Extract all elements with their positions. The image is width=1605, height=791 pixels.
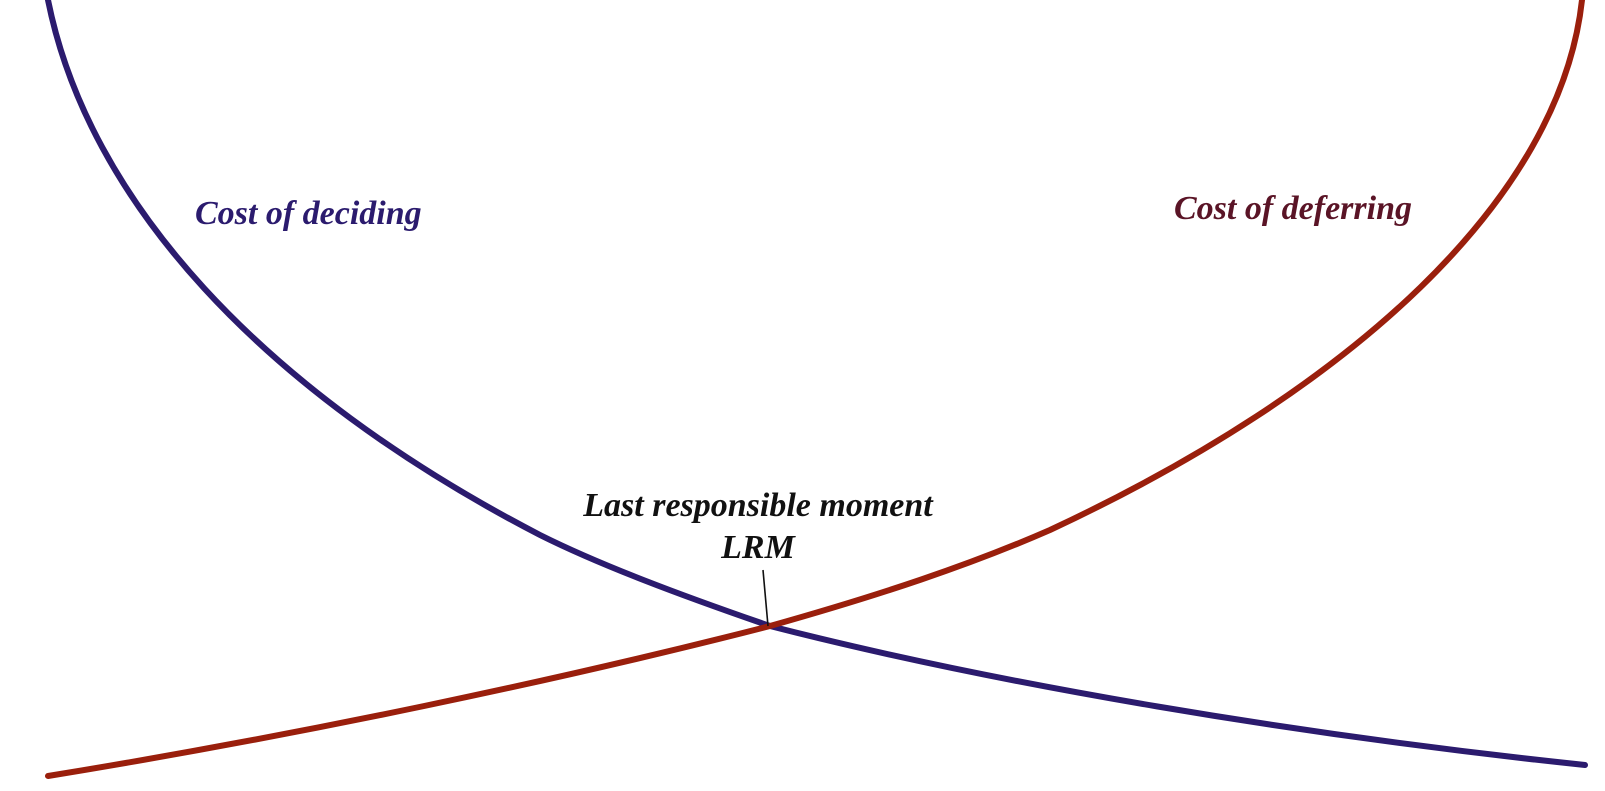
lrm-title: Last responsible moment	[582, 487, 934, 524]
cost-of-deferring-curve	[45, 0, 1585, 779]
cost-of-deciding-curve	[45, 0, 1588, 768]
lrm-pointer-line	[762, 569, 769, 627]
lrm-abbreviation: LRM	[720, 529, 796, 566]
cost-of-deciding-label: Cost of deciding	[195, 195, 422, 232]
cost-of-deferring-label: Cost of deferring	[1174, 190, 1412, 227]
